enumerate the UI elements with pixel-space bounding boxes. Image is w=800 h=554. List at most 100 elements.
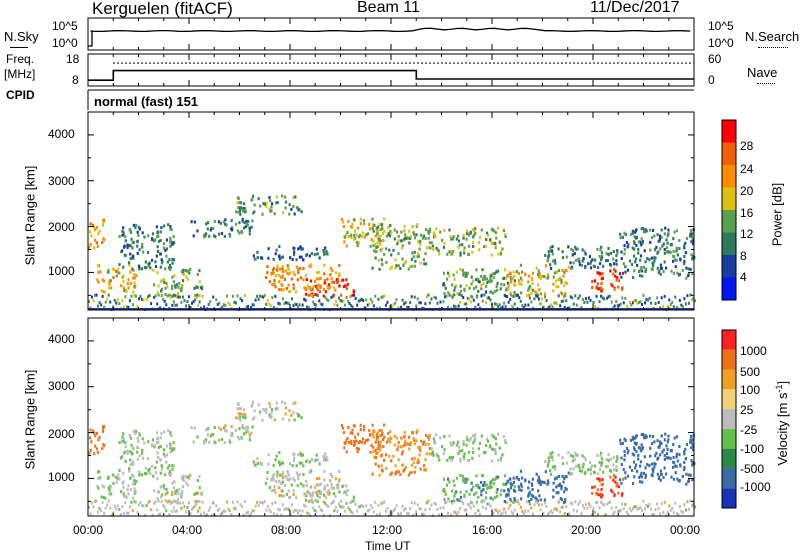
power-cell: [298, 267, 301, 271]
velocity-cell: [509, 486, 513, 490]
power-cell: [304, 298, 307, 302]
velocity-cell: [196, 499, 199, 503]
velocity-cell: [427, 442, 430, 446]
power-cell: [172, 235, 175, 239]
velocity-cell: [209, 434, 212, 438]
velocity-cell: [172, 447, 175, 451]
velocity-cell: [123, 494, 126, 498]
velocity-cell: [301, 509, 304, 513]
power-cell: [187, 269, 190, 273]
power-cell: [684, 251, 687, 255]
velocity-cell: [92, 505, 95, 509]
velocity-cell: [242, 408, 246, 412]
velocity-cell: [383, 458, 386, 462]
velocity-cell: [518, 502, 521, 506]
velocity-cell: [372, 510, 375, 514]
power-cell: [505, 276, 508, 280]
velocity-cell: [314, 499, 317, 503]
velocity-cell: [484, 451, 487, 455]
velocity-cell: [438, 458, 441, 462]
power-cell: [339, 298, 342, 302]
velocity-cell: [245, 429, 248, 433]
velocity-cell: [265, 508, 268, 512]
velocity-cell: [242, 415, 245, 419]
power-cell: [469, 231, 472, 235]
power-cell: [330, 295, 333, 299]
velocity-cell: [141, 437, 144, 441]
power-cell: [542, 274, 545, 278]
velocity-cell: [409, 441, 413, 445]
velocity-cell: [315, 509, 318, 513]
velocity-cell: [174, 491, 177, 495]
velocity-cell: [102, 485, 106, 489]
power-cell: [492, 305, 495, 309]
power-cell: [600, 289, 603, 293]
power-cell: [128, 261, 131, 265]
power-cell: [510, 293, 513, 297]
velocity-cell: [645, 504, 648, 508]
power-cell: [599, 248, 602, 252]
velocity-cell: [159, 445, 162, 449]
velocity-cell: [628, 506, 631, 510]
velocity-cell: [401, 450, 404, 454]
velocity-cell: [342, 505, 345, 509]
velocity-cell: [127, 484, 130, 488]
velocity-cell: [319, 490, 323, 494]
velocity-cell: [359, 504, 362, 508]
power-colorbar-swatch: [722, 165, 736, 188]
velocity-cell: [243, 427, 246, 431]
power-cell: [601, 272, 604, 276]
power-cell: [113, 268, 116, 272]
power-cell: [554, 261, 557, 265]
velocity-cell: [394, 472, 397, 476]
velocity-cell: [559, 510, 562, 514]
power-cell: [395, 298, 398, 302]
power-cell: [596, 247, 599, 251]
power-cell: [382, 239, 385, 243]
power-cell: [104, 290, 107, 294]
power-cell: [645, 229, 648, 233]
power-cell: [496, 226, 500, 230]
power-cell: [384, 247, 388, 251]
power-cell: [130, 237, 133, 241]
power-cell: [672, 271, 675, 275]
power-cell: [581, 259, 584, 263]
power-cell: [551, 252, 554, 256]
power-cell: [516, 293, 519, 297]
power-cell: [612, 249, 615, 253]
velocity-cell: [638, 480, 642, 484]
power-cell: [466, 296, 469, 300]
power-cell: [277, 273, 281, 277]
velocity-cell: [471, 485, 475, 489]
velocity-cell: [401, 504, 404, 508]
velocity-cell: [295, 496, 298, 500]
velocity-cell: [681, 511, 684, 515]
velocity-cell: [221, 511, 224, 515]
velocity-cell: [371, 432, 374, 436]
power-cell: [428, 246, 431, 250]
freq-tick-8: 8: [72, 73, 79, 87]
power-cell: [551, 305, 554, 309]
power-cell: [480, 274, 483, 278]
velocity-cell: [530, 482, 533, 486]
velocity-cell: [393, 443, 396, 447]
power-cell: [474, 231, 477, 235]
velocity-cell: [129, 476, 132, 480]
power-cell: [220, 231, 224, 235]
power-cell: [156, 230, 159, 234]
velocity-cell: [322, 456, 325, 460]
velocity-cell: [172, 500, 175, 504]
velocity-cell: [189, 473, 192, 477]
velocity-cell: [457, 452, 460, 456]
power-cell: [205, 222, 208, 226]
velocity-cell: [396, 448, 399, 452]
power-cell: [245, 305, 248, 309]
power-cell: [354, 296, 357, 300]
velocity-cell: [387, 439, 390, 443]
velocity-cell: [161, 466, 164, 470]
velocity-cell: [292, 489, 295, 493]
velocity-cell: [156, 451, 159, 455]
power-cell: [552, 275, 555, 279]
power-cell: [218, 301, 221, 305]
velocity-cell: [509, 484, 513, 488]
